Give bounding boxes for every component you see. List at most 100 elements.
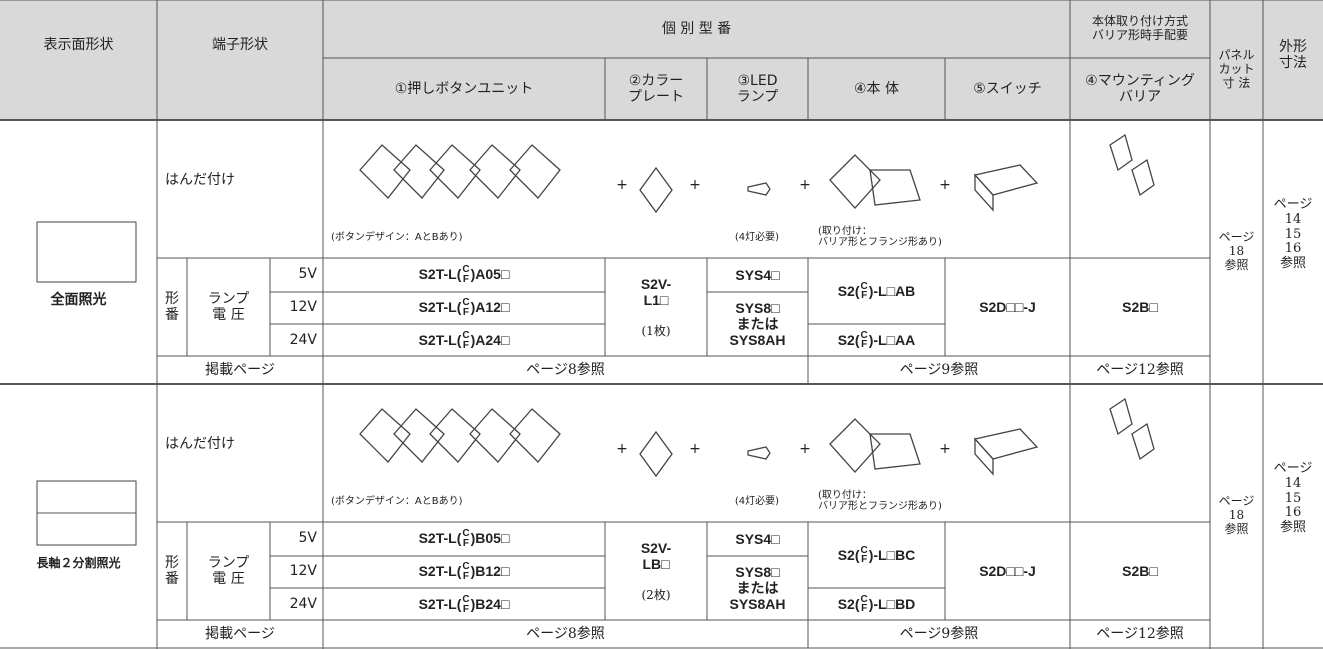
code-top: C xyxy=(860,593,868,605)
outline-reference-line: 14 xyxy=(1284,475,1302,491)
page-reference: ページ12参照 xyxy=(1070,356,1210,384)
code-suffix: )A05□ xyxy=(470,266,510,283)
header-cell-line: パネル xyxy=(1218,48,1255,63)
code-prefix: S2( xyxy=(837,546,860,563)
header-cell-line: カット xyxy=(1218,62,1255,77)
icon-shape xyxy=(429,408,481,463)
color-plate-icon xyxy=(639,166,673,214)
note: (ボタンデザイン：AとBあり) xyxy=(323,226,523,250)
icon-shape xyxy=(869,169,921,206)
panel-cut-reference-line: 参照 xyxy=(1224,521,1249,536)
color-plate-code-line: S2V- xyxy=(640,275,672,292)
switch-code: S2D□□-J xyxy=(945,258,1070,356)
button-unit-code: S2T-L(C F)B12□ xyxy=(323,555,605,588)
header-cell-line: 表示面形状 xyxy=(43,36,114,53)
voltage-label-line: ランプ xyxy=(207,554,250,571)
outline-reference: ページ 14 15 16 参照 xyxy=(1263,384,1323,614)
plus-sign-line: + xyxy=(799,176,811,193)
code-top: C xyxy=(462,561,470,572)
outline-reference-line: 16 xyxy=(1284,241,1302,257)
body-code: S2(C F)-L□BD xyxy=(808,588,945,620)
note-line: (ボタンデザイン：AとBあり) xyxy=(331,496,463,508)
header-cell-line: 端子形状 xyxy=(212,36,268,53)
code-bottom: F xyxy=(462,537,470,549)
led-code-line: SYS4□ xyxy=(735,266,780,283)
code-bottom: F xyxy=(462,570,470,582)
voltage-line: 24V xyxy=(289,332,317,349)
page-reference-line: ページ9参照 xyxy=(899,361,979,378)
led-icon xyxy=(747,182,771,196)
outline-reference-line: 参照 xyxy=(1279,256,1306,272)
voltage-label: ランプ電 圧 xyxy=(187,522,270,620)
model-label: 形番 xyxy=(157,522,187,620)
column-header: ⑤スイッチ xyxy=(945,58,1070,120)
code-suffix: )B12□ xyxy=(470,563,510,580)
led-code-line: SYS4□ xyxy=(735,530,780,547)
code-suffix: )-L□BC xyxy=(868,546,916,563)
icon-shape xyxy=(1131,422,1155,461)
barrier-code-line: S2B□ xyxy=(1122,298,1158,315)
plus-sign-line: + xyxy=(616,176,628,193)
model-label-line: 番 xyxy=(165,571,179,587)
page-reference: ページ9参照 xyxy=(808,620,1070,648)
page-reference: ページ8参照 xyxy=(323,356,808,384)
code-bottom: F xyxy=(861,603,868,614)
header-cell-line: 個 別 型 番 xyxy=(661,20,732,37)
icon-shape xyxy=(639,166,673,214)
color-plate-code-line: L1□ xyxy=(643,292,669,308)
outline-reference-line: ページ xyxy=(1273,460,1313,476)
plus-sign-line: + xyxy=(689,440,701,457)
header-cell-line: 本体取り付け方式 xyxy=(1091,14,1188,29)
terminal-label-line: はんだ付け xyxy=(165,435,235,452)
code-top: C xyxy=(462,528,470,539)
header-cell: 本体取り付け方式 バリア形時手配要 xyxy=(1070,0,1210,58)
column-header-line: ⑤スイッチ xyxy=(973,80,1042,97)
switch-icon xyxy=(973,428,1039,476)
button-unit-icon xyxy=(359,144,561,199)
code-top: C xyxy=(462,297,470,308)
outline-reference-line: 15 xyxy=(1284,226,1302,242)
led-code-line: または xyxy=(736,315,779,332)
led-code-line: SYS8□ xyxy=(735,299,780,316)
barrier-code: S2B□ xyxy=(1070,258,1210,356)
led-code: SYS4□ xyxy=(707,258,808,292)
page-reference-line: ページ12参照 xyxy=(1096,361,1184,378)
code-bottom: F xyxy=(462,306,470,318)
code-prefix: S2T-L( xyxy=(418,563,462,580)
header-cell: パネル カット寸 法 xyxy=(1210,20,1263,120)
note-line: (取り付け： xyxy=(818,225,872,237)
barrier-code: S2B□ xyxy=(1070,522,1210,620)
icon-shape xyxy=(974,437,994,476)
column-header-line: ③LED xyxy=(737,72,778,89)
led-code: SYS4□ xyxy=(707,522,808,556)
code-top: C xyxy=(462,594,470,605)
code-bottom: F xyxy=(861,339,868,350)
code-bottom: F xyxy=(861,554,868,565)
voltage-line: 5V xyxy=(298,530,317,547)
note-line: (4灯必要) xyxy=(734,496,780,508)
code-suffix: )A12□ xyxy=(470,299,510,316)
plus-sign: + xyxy=(685,437,705,461)
header-cell-line: 外形 xyxy=(1279,38,1307,55)
led-code-line: SYS8AH xyxy=(729,596,786,613)
note: (ボタンデザイン：AとBあり) xyxy=(323,490,523,514)
column-header-line: プレート xyxy=(628,89,684,105)
page-reference: ページ12参照 xyxy=(1070,620,1210,648)
header-cell-line: 寸 法 xyxy=(1222,75,1251,90)
outline-reference-line: 16 xyxy=(1284,505,1302,521)
barrier-icon xyxy=(1109,397,1155,461)
code-prefix: S2( xyxy=(837,331,860,348)
outline-reference-line: 参照 xyxy=(1279,520,1306,536)
header-cell-line: 寸法 xyxy=(1279,55,1307,71)
code-bottom: F xyxy=(861,290,868,301)
outline-reference-line: 15 xyxy=(1284,490,1302,506)
icon-shape xyxy=(1109,397,1133,436)
